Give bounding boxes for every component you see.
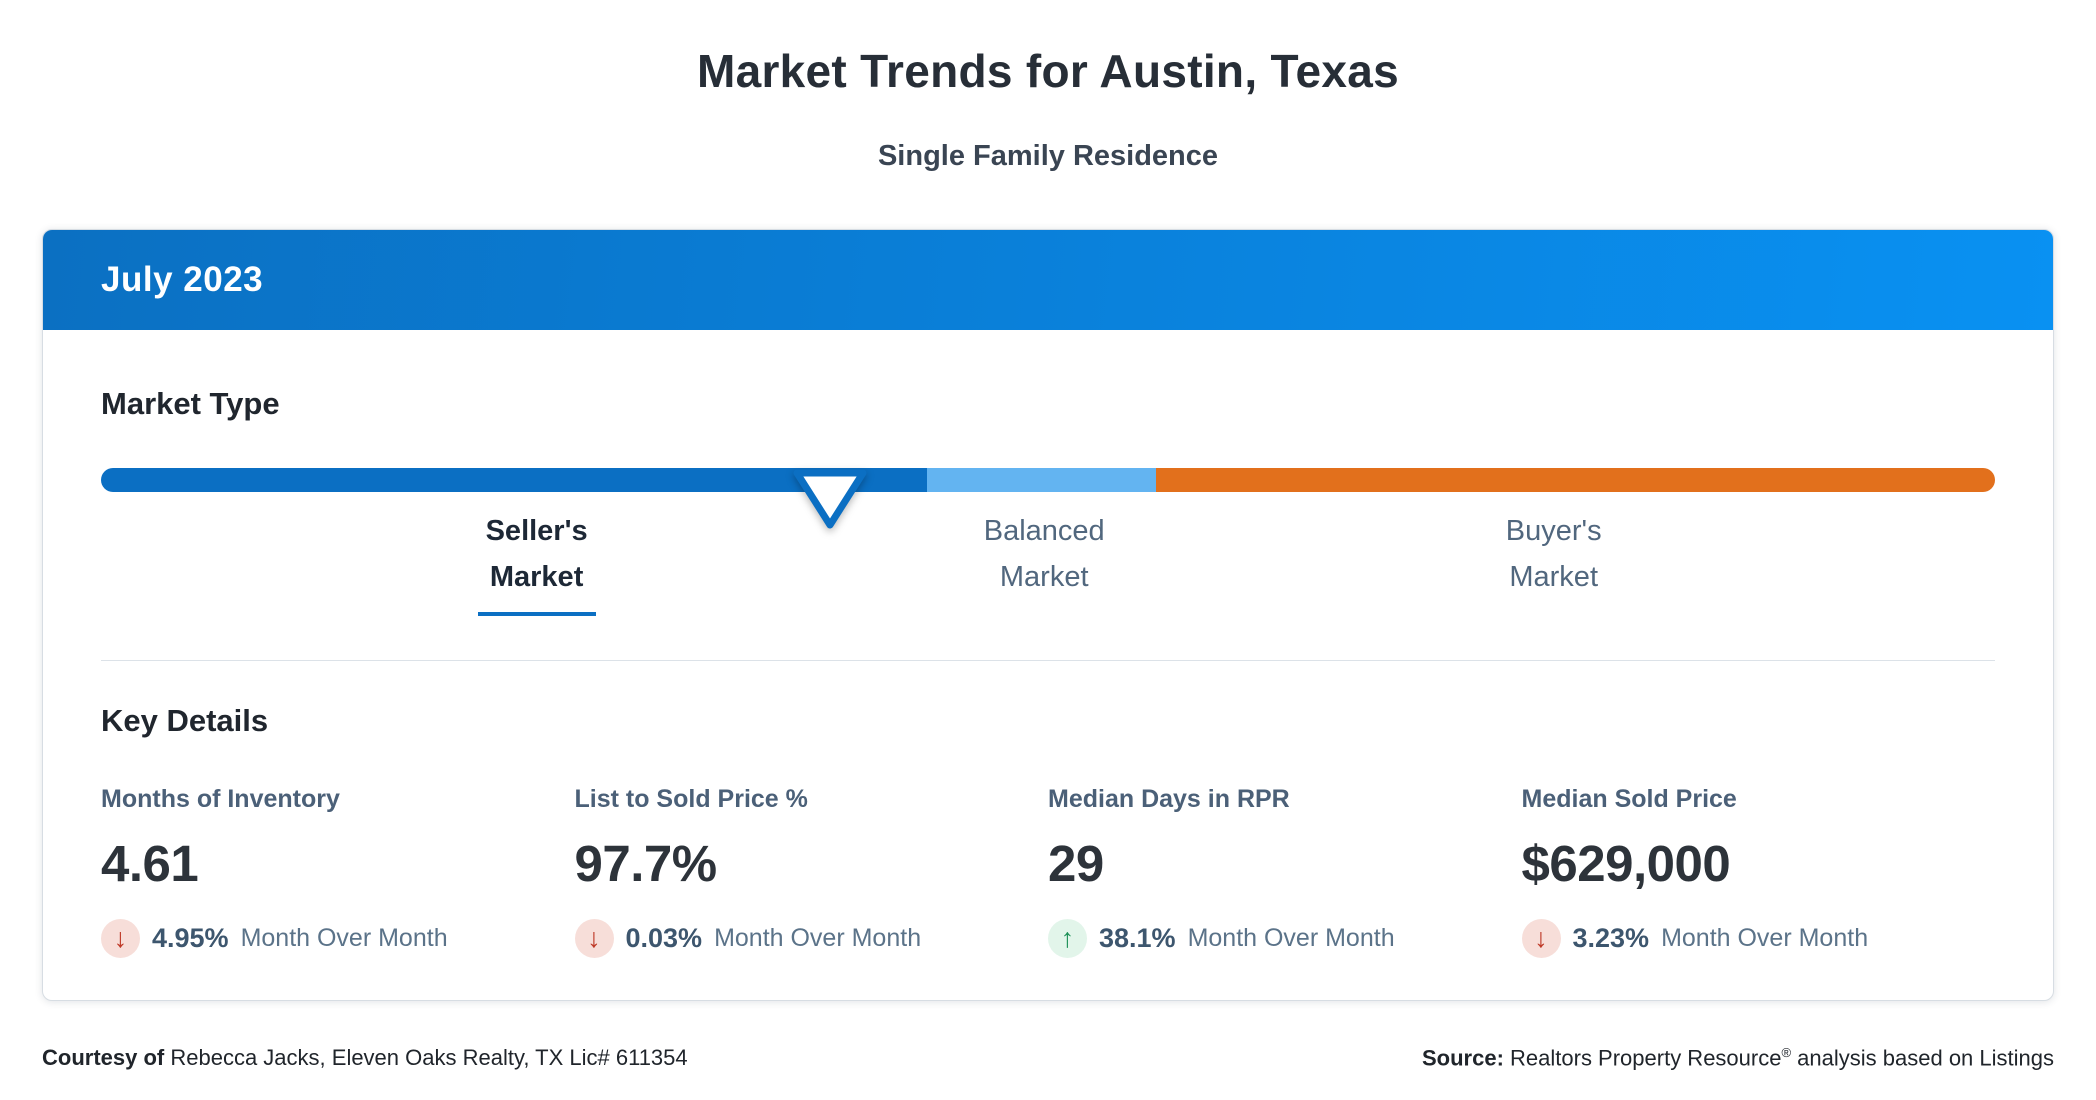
arrow-down-icon: ↓ xyxy=(101,919,140,958)
card-body: Market Type Seller's Market xyxy=(43,330,2053,1000)
market-label-line1: Seller's xyxy=(485,515,588,547)
key-details-heading: Key Details xyxy=(101,703,269,738)
registered-mark: ® xyxy=(1781,1045,1792,1060)
market-type-heading: Market Type xyxy=(101,386,280,421)
metric-label: Median Days in RPR xyxy=(1048,785,1290,813)
market-type-gauge: Seller's Market Balanced Market Buyer's … xyxy=(101,468,1995,636)
source-text: Source: Realtors Property Resource® anal… xyxy=(1421,1045,2054,1071)
market-label: Balanced Market xyxy=(984,508,1105,600)
buyers-segment xyxy=(1155,468,1995,492)
change-period-label: Month Over Month xyxy=(714,924,922,952)
market-label-line1: Buyer's xyxy=(1505,515,1602,547)
triangle-marker-icon xyxy=(792,469,868,534)
courtesy-text: Courtesy of Rebecca Jacks, Eleven Oaks R… xyxy=(42,1045,688,1071)
change-period-label: Month Over Month xyxy=(1661,924,1869,952)
change-percent: 3.23% xyxy=(1572,923,1650,953)
metric-value: 29 xyxy=(1048,835,1104,892)
metric-value: $629,000 xyxy=(1521,835,1731,892)
metric-value: 4.61 xyxy=(101,835,199,892)
metric-median-days-in-rpr: Median Days in RPR 29 ↑ 38.1% Month Over… xyxy=(1048,785,1522,958)
market-type-labels: Seller's Market Balanced Market Buyer's … xyxy=(101,508,1995,636)
market-label-line2: Market xyxy=(489,561,584,593)
metric-label: Median Sold Price xyxy=(1521,785,1737,813)
change-period-label: Month Over Month xyxy=(1187,924,1395,952)
page-subtitle: Single Family Residence xyxy=(877,140,1219,172)
market-marker[interactable] xyxy=(792,468,868,530)
change-percent: 4.95% xyxy=(152,923,229,953)
metric-change-row: ↓ 4.95% Month Over Month xyxy=(101,919,575,958)
arrow-up-icon: ↑ xyxy=(1048,919,1087,958)
page-title: Market Trends for Austin, Texas xyxy=(696,45,1400,97)
gauge-track xyxy=(101,468,1995,492)
arrow-down-icon: ↓ xyxy=(1521,919,1561,958)
key-details-metrics: Months of Inventory 4.61 ↓ 4.95% Month O… xyxy=(101,785,1995,958)
market-label: Buyer's Market xyxy=(1506,508,1602,600)
market-label-line2: Market xyxy=(999,561,1089,593)
balanced-segment xyxy=(926,468,1156,492)
metric-label: Months of Inventory xyxy=(101,785,340,813)
section-divider xyxy=(101,660,1995,661)
market-label-line1: Balanced xyxy=(983,515,1105,547)
market-trends-card: July 2023 Market Type Seller's Market xyxy=(42,229,2054,1001)
card-header: July 2023 xyxy=(43,230,2053,330)
period-label: July 2023 xyxy=(101,260,264,299)
metric-change-row: ↑ 38.1% Month Over Month xyxy=(1048,919,1522,958)
market-label-line2: Market xyxy=(1509,561,1599,593)
metric-change-row: ↓ 0.03% Month Over Month xyxy=(574,919,1049,958)
metric-value: 97.7% xyxy=(574,835,718,892)
footer: Courtesy of Rebecca Jacks, Eleven Oaks R… xyxy=(42,1045,2054,1071)
change-percent: 38.1% xyxy=(1099,923,1176,953)
metric-change-row: ↓ 3.23% Month Over Month xyxy=(1521,919,1996,958)
metric-months-of-inventory: Months of Inventory 4.61 ↓ 4.95% Month O… xyxy=(101,785,575,958)
sellers-segment xyxy=(101,468,927,492)
change-percent: 0.03% xyxy=(625,923,703,953)
active-market-underline xyxy=(477,612,596,616)
metric-label: List to Sold Price % xyxy=(574,785,808,813)
metric-median-sold-price: Median Sold Price $629,000 ↓ 3.23% Month… xyxy=(1521,785,1996,958)
metric-list-to-sold-price: List to Sold Price % 97.7% ↓ 0.03% Month… xyxy=(574,785,1049,958)
arrow-down-icon: ↓ xyxy=(574,919,614,958)
market-label: Seller's Market xyxy=(477,508,596,616)
change-period-label: Month Over Month xyxy=(240,924,448,952)
